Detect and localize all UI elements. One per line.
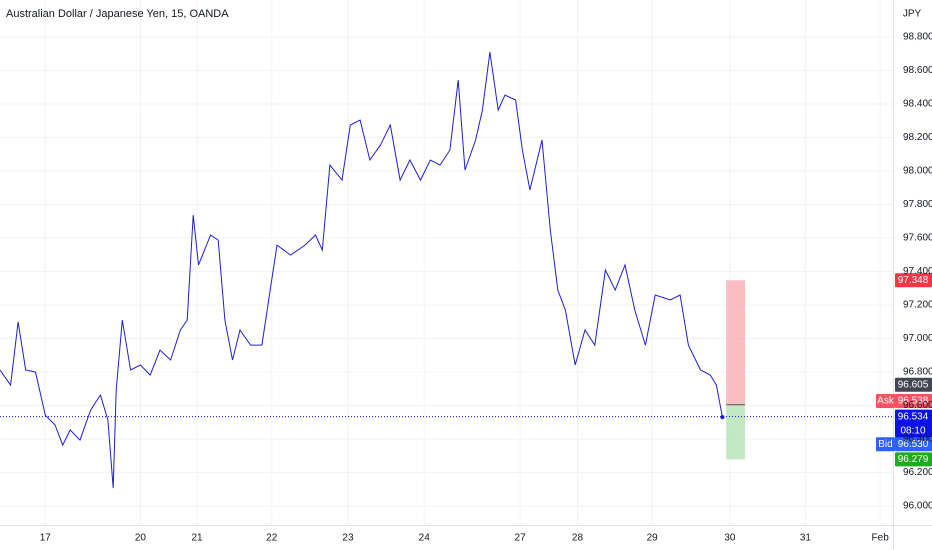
- side-tag-label: Ask: [877, 396, 895, 407]
- plot: [0, 52, 893, 489]
- y-tick-label: 96.200: [903, 467, 932, 478]
- y-tick-label: 96.400: [903, 434, 932, 445]
- y-tick-label: 97.600: [903, 233, 932, 244]
- y-tick-label: 97.800: [903, 199, 932, 210]
- price-tag: [895, 273, 932, 288]
- grid: [0, 0, 893, 525]
- x-tick-label: 22: [266, 533, 278, 544]
- price-tag: [895, 393, 932, 408]
- price-tag: [895, 377, 932, 392]
- y-tick-label: 97.200: [903, 300, 932, 311]
- y-tick-label: 97.000: [903, 333, 932, 344]
- countdown: 08:10: [900, 425, 925, 436]
- price-tag: [895, 452, 932, 467]
- y-tick-label: 96.600: [903, 400, 932, 411]
- y-tick-label: 96.000: [903, 501, 932, 512]
- price-line: [0, 52, 723, 489]
- x-tick-label: 24: [419, 533, 431, 544]
- x-tick-label: 23: [342, 533, 354, 544]
- side-tag-label: Bid: [878, 439, 892, 450]
- x-tick-label: 17: [40, 533, 52, 544]
- x-tick-label: 30: [724, 533, 736, 544]
- x-tick-label: Feb: [872, 533, 890, 544]
- y-tick-label: 98.600: [903, 65, 932, 76]
- x-tick-label: 28: [572, 533, 584, 544]
- price-tag-label: 96.279: [898, 454, 929, 465]
- price-tag-label: 96.534: [898, 411, 929, 422]
- price-tag-label: 96.538: [898, 396, 929, 407]
- y-tick-label: 98.200: [903, 132, 932, 143]
- x-tick-label: 27: [515, 533, 527, 544]
- target-zone: [726, 280, 746, 405]
- side-tag: [876, 437, 895, 452]
- price-tag: [895, 409, 932, 438]
- price-tag-label: 97.348: [898, 275, 929, 286]
- last-point: [720, 415, 725, 420]
- y-tick-label: 97.400: [903, 266, 932, 277]
- x-tick-label: 29: [647, 533, 659, 544]
- y-tick-label: 98.000: [903, 166, 932, 177]
- x-tick-label: 20: [135, 533, 147, 544]
- price-tag-label: 96.530: [898, 439, 929, 450]
- y-tick-label: 96.800: [903, 367, 932, 378]
- y-tick-label: 98.400: [903, 99, 932, 110]
- stop-zone: [726, 404, 746, 460]
- y-tick-label: 98.800: [903, 32, 932, 43]
- currency-label: JPY: [903, 9, 922, 20]
- price-tag-label: 96.605: [898, 379, 929, 390]
- chart-title: Australian Dollar / Japanese Yen, 15, OA…: [6, 8, 229, 20]
- x-tick-label: 21: [191, 533, 203, 544]
- x-tick-label: 31: [800, 533, 812, 544]
- price-tag: [895, 437, 932, 452]
- side-tag: [876, 393, 895, 408]
